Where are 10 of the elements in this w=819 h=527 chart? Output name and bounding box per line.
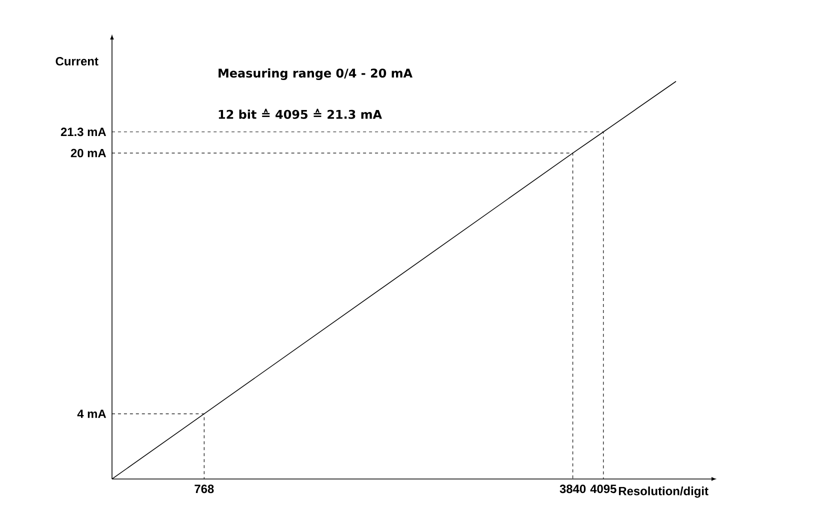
x-axis-title: Resolution/digit	[618, 486, 708, 498]
y-tick-label: 20 mA	[70, 148, 106, 158]
x-tick-label: 3840	[560, 484, 586, 494]
y-tick-label: 21.3 mA	[60, 128, 106, 136]
x-tick-label: 4095	[590, 484, 616, 494]
y-axis-title: Current	[56, 57, 98, 66]
y-tick-label: 4 mA	[77, 410, 106, 418]
x-tick-label: 768	[194, 484, 214, 494]
annotation: 12 bit ≙ 4095 ≙ 21.3 mA	[218, 108, 382, 119]
annotation: Measuring range 0/4 - 20 mA	[218, 68, 412, 80]
